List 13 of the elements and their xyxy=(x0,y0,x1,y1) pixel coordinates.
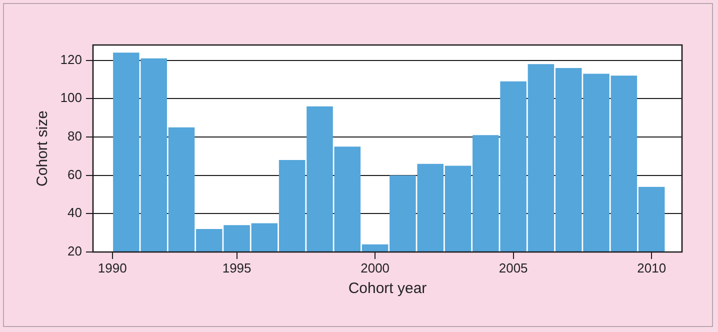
x-tick-label: 1995 xyxy=(222,260,252,276)
x-tick-label: 2000 xyxy=(360,260,390,276)
y-tick-label: 100 xyxy=(60,90,82,106)
y-tick-label: 40 xyxy=(68,205,82,220)
x-axis-title: Cohort year xyxy=(348,280,427,298)
y-tick-label: 60 xyxy=(68,166,82,182)
x-tick-label: 1990 xyxy=(98,260,127,276)
x-tick-label: 2010 xyxy=(637,260,666,276)
x-tick-label: 2005 xyxy=(498,260,528,276)
y-tick-label: 20 xyxy=(68,244,82,259)
y-axis-title: Cohort size xyxy=(34,110,52,186)
y-tick-label: 120 xyxy=(60,52,82,67)
y-tick-label: 80 xyxy=(68,128,82,144)
